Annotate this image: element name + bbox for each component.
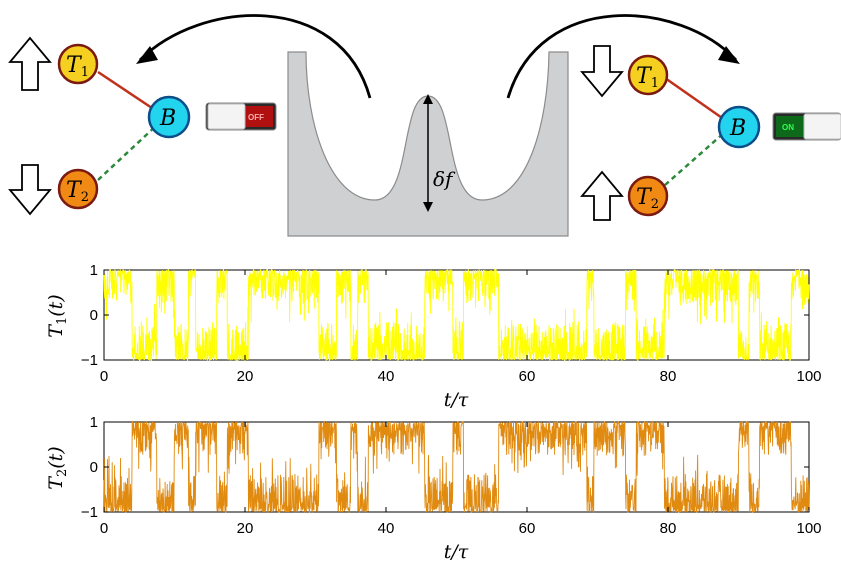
series-line [103, 420, 810, 514]
x-tick-label: 60 [519, 368, 536, 385]
t2-node-left: T2 [57, 168, 99, 210]
svg-text:T1: T1 [66, 53, 89, 80]
x-tick-label: 80 [660, 520, 677, 537]
x-tick-label: 100 [796, 368, 821, 385]
barrier-arrow-top [423, 94, 433, 104]
y-tick-label: 0 [90, 307, 98, 324]
y-tick-label: 1 [90, 414, 98, 431]
t1-node-left: T1 [57, 43, 99, 85]
x-tick-label: 20 [237, 368, 254, 385]
t2-ticks: 0 20 40 60 80 100−101 [81, 414, 822, 537]
transition-arrow-right [506, 14, 738, 99]
x-tick-label: 0 [100, 368, 108, 385]
x-tick-label: 100 [796, 520, 821, 537]
svg-text:T1: T1 [636, 64, 659, 91]
x-tick-label: 20 [237, 520, 254, 537]
t1-bond-left [97, 70, 159, 114]
switch-on-label: ON [782, 123, 794, 132]
t1-ylabel: T1(t) [45, 294, 70, 337]
spin-down-arrow-left-t2 [8, 164, 52, 216]
spin-up-arrow-left-t1 [8, 36, 52, 91]
svg-text:T2: T2 [66, 178, 89, 205]
transition-arrowhead-right [718, 46, 740, 64]
barrier-label: δf [433, 167, 456, 191]
t2-xlabel: t/τ [444, 541, 469, 563]
double-well-diagram: δf T1 T2 B [8, 14, 841, 237]
switch-off-label: OFF [248, 113, 264, 122]
transition-arrow-left [139, 14, 372, 99]
switch-off: OFF [205, 102, 277, 131]
t2-timeseries-chart: 0 20 40 60 80 100−101 T2(t) t/τ [45, 414, 822, 563]
t2-bond-right [664, 131, 726, 186]
t2-trace [103, 420, 810, 514]
spin-down-arrow-right-t1 [580, 45, 624, 98]
y-tick-label: −1 [81, 504, 98, 521]
series-line [103, 268, 810, 362]
y-tick-label: 1 [90, 262, 98, 279]
spin-up-arrow-right-t2 [580, 170, 624, 221]
x-tick-label: 0 [100, 520, 108, 537]
b-node-left: B [147, 95, 191, 139]
t1-bond-right [664, 76, 726, 122]
t1-trace [103, 268, 810, 362]
t1-node-right: T1 [627, 54, 669, 96]
svg-text:T2: T2 [636, 185, 659, 212]
t1-timeseries-chart: 0 20 40 60 80 100−101 T1(t) t/τ [45, 262, 822, 411]
svg-text:B: B [729, 116, 746, 141]
t1-xlabel: t/τ [444, 389, 469, 411]
switch-on: ON [772, 112, 841, 141]
x-tick-label: 60 [519, 520, 536, 537]
y-tick-label: −1 [81, 352, 98, 369]
x-tick-label: 40 [378, 520, 395, 537]
t1-ticks: 0 20 40 60 80 100−101 [81, 262, 822, 385]
right-state: T1 T2 B ON [580, 45, 841, 221]
transition-arrowhead-left [136, 46, 158, 64]
x-tick-label: 40 [378, 368, 395, 385]
t2-ylabel: T2(t) [45, 446, 70, 489]
y-tick-label: 0 [90, 459, 98, 476]
barrier-arrow-bottom [423, 202, 433, 212]
svg-text:B: B [159, 106, 176, 131]
left-state: T1 T2 B OFF [8, 36, 277, 216]
t2-bond-left [97, 123, 159, 181]
t2-node-right: T2 [627, 175, 669, 217]
b-node-right: B [717, 105, 761, 149]
x-tick-label: 80 [660, 368, 677, 385]
